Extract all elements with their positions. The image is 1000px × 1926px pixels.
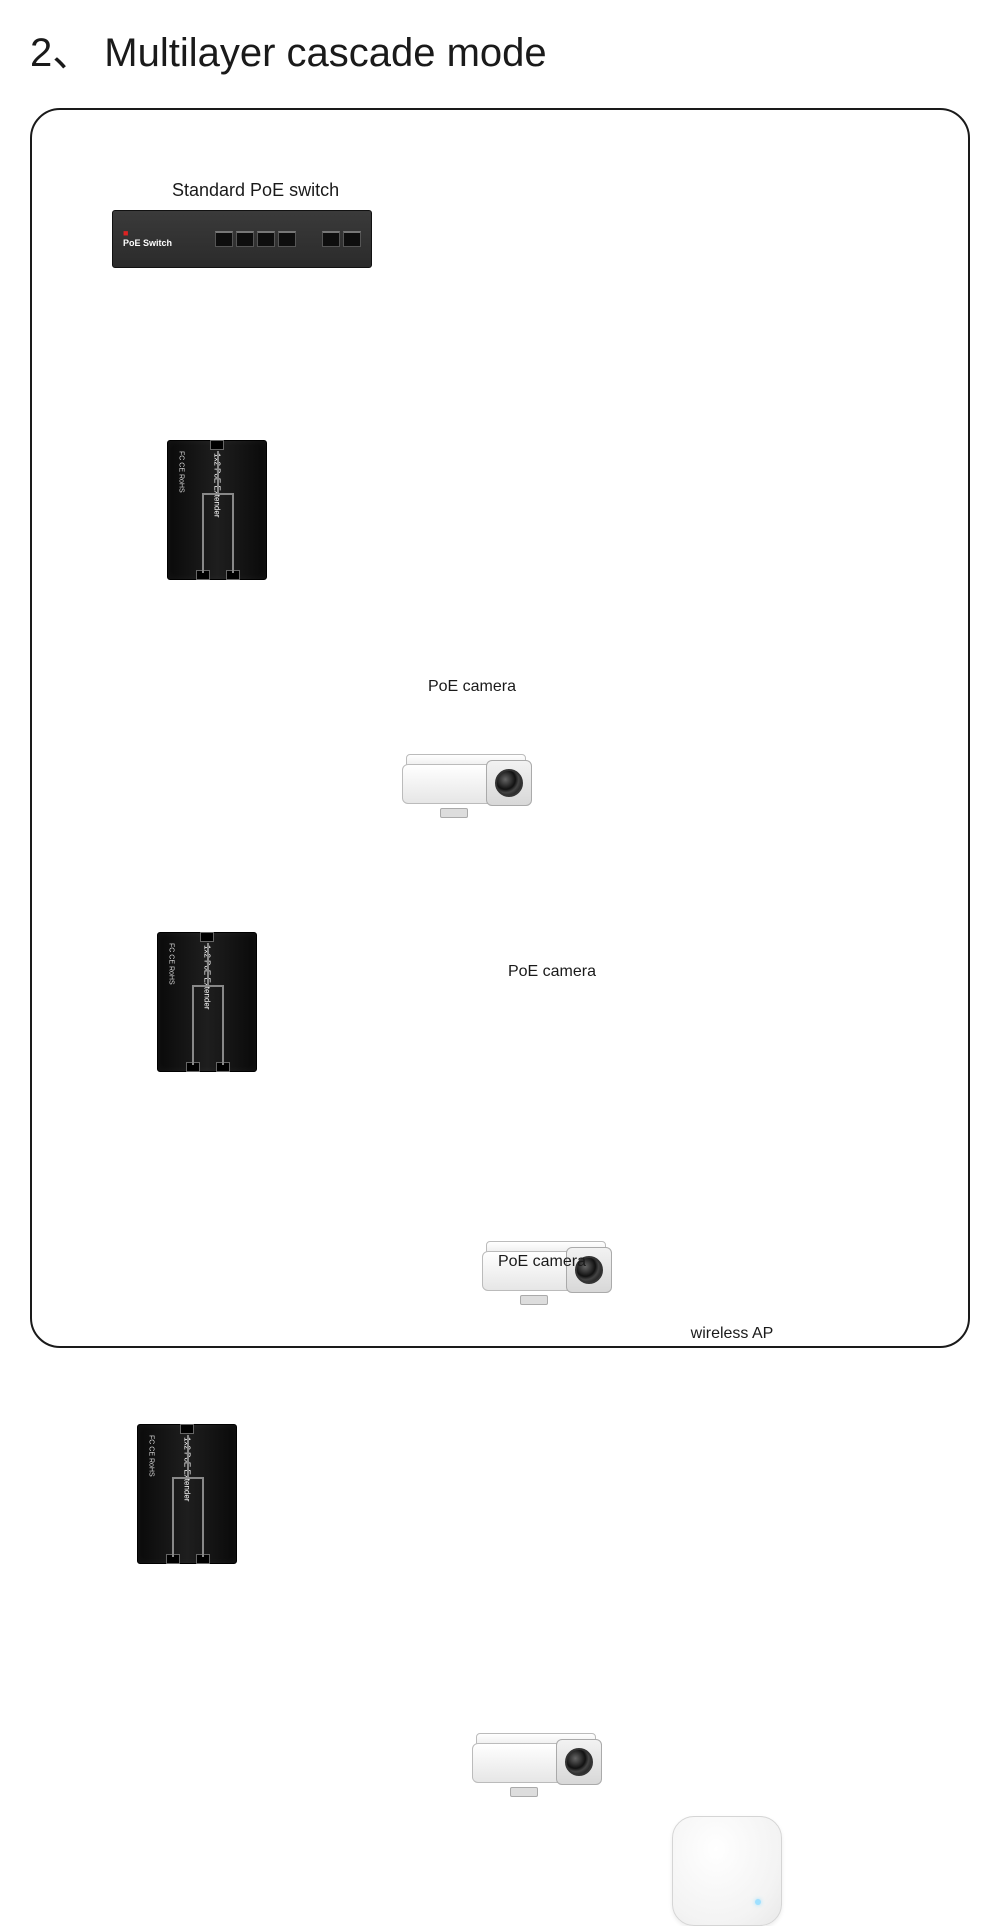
extender-cert-text: FC CE RoHS bbox=[174, 451, 188, 569]
network-diagram: Standard PoE switch ■ PoE Switch FC CE R… bbox=[82, 150, 918, 1286]
camera-label: PoE camera bbox=[482, 1253, 602, 1271]
poe-camera bbox=[402, 750, 532, 812]
extender-cert-text: FC CE RoHS bbox=[144, 1435, 158, 1553]
poe-extender: FC CE RoHS 1x2 PoE Extender bbox=[167, 440, 267, 580]
title-number: 2、 bbox=[30, 20, 92, 78]
switch-poe-ports bbox=[215, 231, 296, 247]
extender-input-port bbox=[180, 1424, 194, 1434]
title-text: Multilayer cascade mode bbox=[104, 31, 546, 76]
poe-switch: ■ PoE Switch bbox=[112, 210, 372, 268]
camera-label: PoE camera bbox=[412, 678, 532, 696]
poe-camera bbox=[472, 1729, 602, 1791]
poe-extender: FC CE RoHS 1x2 PoE Extender bbox=[137, 1424, 237, 1564]
poe-extender: FC CE RoHS 1x2 PoE Extender bbox=[157, 932, 257, 1072]
extender-cert-text: FC CE RoHS bbox=[164, 943, 178, 1061]
switch-caption: Standard PoE switch bbox=[172, 180, 339, 201]
page-title: 2、 Multilayer cascade mode bbox=[30, 20, 970, 78]
switch-face-text: ■ PoE Switch bbox=[123, 229, 172, 249]
camera-label: PoE camera bbox=[492, 963, 612, 981]
extender-input-port bbox=[210, 440, 224, 450]
diagram-frame: Standard PoE switch ■ PoE Switch FC CE R… bbox=[30, 108, 970, 1348]
extender-input-port bbox=[200, 932, 214, 942]
switch-uplink-ports bbox=[322, 231, 361, 247]
wireless-ap bbox=[672, 1816, 782, 1926]
ap-label: wireless AP bbox=[677, 1325, 787, 1343]
